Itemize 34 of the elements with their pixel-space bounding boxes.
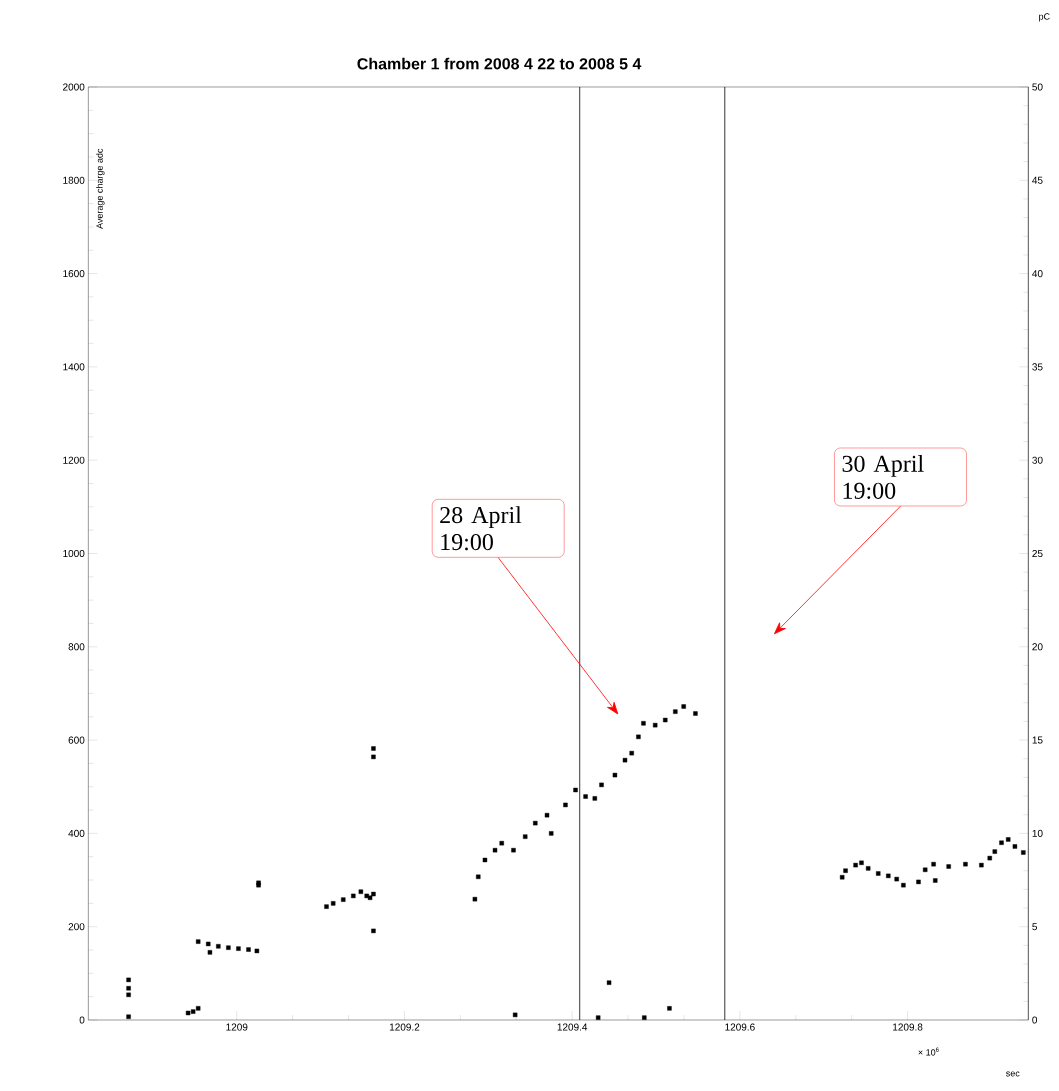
y-tick-label: 800 bbox=[68, 643, 85, 651]
y-tick-label: 1200 bbox=[63, 456, 85, 464]
y2-tick-label: 25 bbox=[1032, 549, 1043, 558]
y-tick-label: 0 bbox=[79, 1016, 85, 1024]
y-tick-label: 1000 bbox=[63, 549, 85, 558]
x-tick-label: 1209.2 bbox=[389, 1023, 420, 1031]
y2-tick-label: 20 bbox=[1032, 643, 1043, 651]
x-tick-label: 1209.6 bbox=[725, 1023, 755, 1031]
y2-tick-label: 30 bbox=[1032, 456, 1043, 464]
y2-tick-label: 5 bbox=[1032, 923, 1037, 931]
y2-tick-label: 50 bbox=[1032, 83, 1043, 91]
y2-tick-label: 15 bbox=[1032, 736, 1043, 744]
y-tick-label: 2000 bbox=[62, 83, 85, 91]
y2-tick-label: 45 bbox=[1031, 176, 1043, 184]
x-tick-label: 1209.4 bbox=[557, 1023, 588, 1031]
y-tick-label: 200 bbox=[68, 923, 85, 931]
y-tick-label: 600 bbox=[68, 736, 85, 744]
y-tick-label: 1400 bbox=[63, 363, 85, 371]
y-tick-label: 1800 bbox=[63, 176, 85, 184]
x-tick-label: 1209.8 bbox=[892, 1023, 923, 1031]
y2-tick-label: 40 bbox=[1031, 270, 1043, 278]
y2-tick-label: 35 bbox=[1032, 363, 1043, 371]
text: × 10$^{6}$ bbox=[918, 1047, 939, 1056]
annotation: 28 April 19:00 bbox=[440, 506, 522, 551]
chart-title: Chamber 1 from 2008 4 22 to 2008 5 4 bbox=[357, 57, 642, 70]
text: pC bbox=[1038, 13, 1050, 22]
y2-tick-label: 0 bbox=[1032, 1016, 1037, 1024]
y2-tick-label: 10 bbox=[1032, 829, 1043, 837]
x-axis-title: sec bbox=[1005, 1071, 1020, 1077]
y-tick-label: 400 bbox=[68, 829, 85, 837]
y-tick-label: 1600 bbox=[63, 270, 85, 278]
y-axis-title: Average charge adc bbox=[95, 148, 105, 229]
annotation: 30 April 19:00 bbox=[842, 454, 924, 499]
x-tick-label: 1209 bbox=[226, 1023, 248, 1031]
